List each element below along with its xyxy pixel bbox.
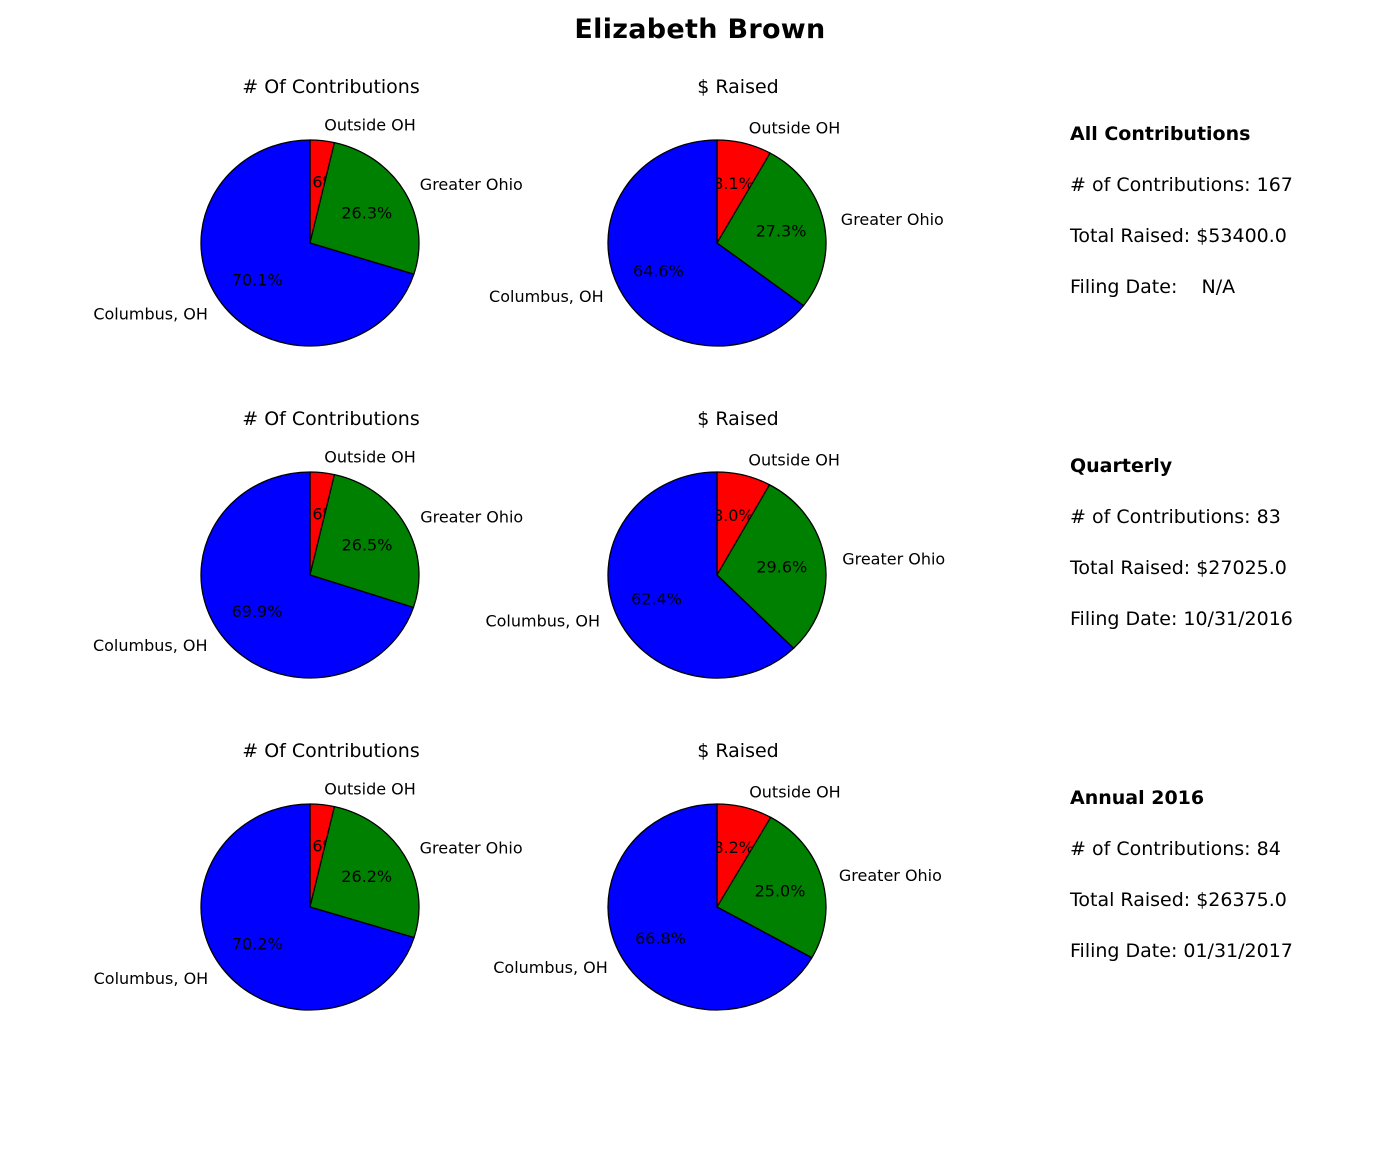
pie-title: $ Raised [697, 740, 778, 762]
pie-title: # Of Contributions [242, 76, 420, 98]
summary-filing-date: Filing Date: N/A [1070, 276, 1236, 298]
summary-raised: Total Raised: $27025.0 [1070, 557, 1287, 579]
pie-slice-columbus-oh [200, 139, 415, 347]
summary-count: # of Contributions: 83 [1070, 506, 1281, 528]
slice-label: Greater Ohio [420, 839, 523, 858]
pie-title: $ Raised [697, 76, 778, 98]
slice-percent-label: 29.6% [756, 558, 807, 577]
page-title: Elizabeth Brown [574, 14, 826, 45]
pie-slice-greater-ohio [716, 484, 827, 649]
slice-label: Greater Ohio [420, 175, 523, 194]
slice-label: Outside OH [748, 450, 840, 469]
slice-label: Columbus, OH [489, 287, 604, 306]
slice-label: Outside OH [324, 779, 416, 798]
slice-percent-label: 8.0% [713, 506, 754, 525]
slice-label: Columbus, OH [93, 305, 208, 324]
pie-title: # Of Contributions [242, 408, 420, 430]
slice-label: Columbus, OH [493, 958, 608, 977]
slice-label: Outside OH [324, 447, 416, 466]
slice-label: Greater Ohio [420, 508, 523, 527]
slice-label: Outside OH [324, 115, 416, 134]
slice-label: Outside OH [749, 783, 841, 802]
summary-raised: Total Raised: $26375.0 [1070, 889, 1287, 911]
slice-percent-label: 69.9% [232, 602, 283, 621]
pie-slice-greater-ohio [716, 152, 827, 307]
pie-chart-2: $ Raised Outside OH 8.1% Greater Ohio 27.3% C… [489, 76, 944, 347]
slice-percent-label: 8.1% [713, 174, 754, 193]
pie-slice-greater-ohio [716, 816, 827, 959]
pie-chart-6: $ Raised Outside OH 8.2% Greater Ohio 25.0% C… [493, 740, 942, 1011]
slice-label: Greater Ohio [839, 866, 942, 885]
slice-percent-label: 66.8% [635, 929, 686, 948]
slice-percent-label: 62.4% [631, 590, 682, 609]
slice-percent-label: 64.6% [633, 261, 684, 280]
summary-heading: Annual 2016 [1070, 787, 1205, 809]
summary-filing-date: Filing Date: 10/31/2016 [1070, 608, 1293, 630]
slice-label: Greater Ohio [841, 210, 944, 229]
pie-slice-greater-ohio [309, 805, 420, 939]
pie-slice-columbus-oh [607, 803, 813, 1011]
summary-count: # of Contributions: 84 [1070, 838, 1281, 860]
slice-percent-label: 27.3% [756, 222, 807, 241]
slice-label: Columbus, OH [485, 611, 600, 630]
slice-label: Columbus, OH [94, 969, 209, 988]
pie-chart-4: $ Raised Outside OH 8.0% Greater Ohio 29.6% C… [485, 408, 945, 679]
pie-slice-greater-ohio [309, 473, 420, 609]
pie-title: # Of Contributions [242, 740, 420, 762]
summary-heading: All Contributions [1070, 123, 1251, 145]
slice-percent-label: 26.2% [341, 867, 392, 886]
slice-percent-label: 70.2% [232, 935, 283, 954]
slice-percent-label: 26.3% [341, 203, 392, 222]
summary-filing-date: Filing Date: 01/31/2017 [1070, 940, 1293, 962]
slice-percent-label: 25.0% [755, 882, 806, 901]
summary-heading: Quarterly [1070, 455, 1173, 477]
pie-slice-columbus-oh [607, 471, 795, 679]
summary-count: # of Contributions: 167 [1070, 174, 1293, 196]
pie-slice-columbus-oh [607, 139, 805, 347]
summary-raised: Total Raised: $53400.0 [1070, 225, 1287, 247]
pie-title: $ Raised [697, 408, 778, 430]
pie-slice-columbus-oh [200, 471, 415, 679]
slice-percent-label: 8.2% [713, 838, 754, 857]
slice-percent-label: 70.1% [232, 271, 283, 290]
pie-slice-greater-ohio [309, 141, 420, 275]
slice-label: Greater Ohio [842, 550, 945, 569]
slice-label: Columbus, OH [93, 636, 208, 655]
slice-percent-label: 26.5% [342, 536, 393, 555]
slice-label: Outside OH [749, 118, 841, 137]
pie-slice-columbus-oh [200, 803, 415, 1011]
